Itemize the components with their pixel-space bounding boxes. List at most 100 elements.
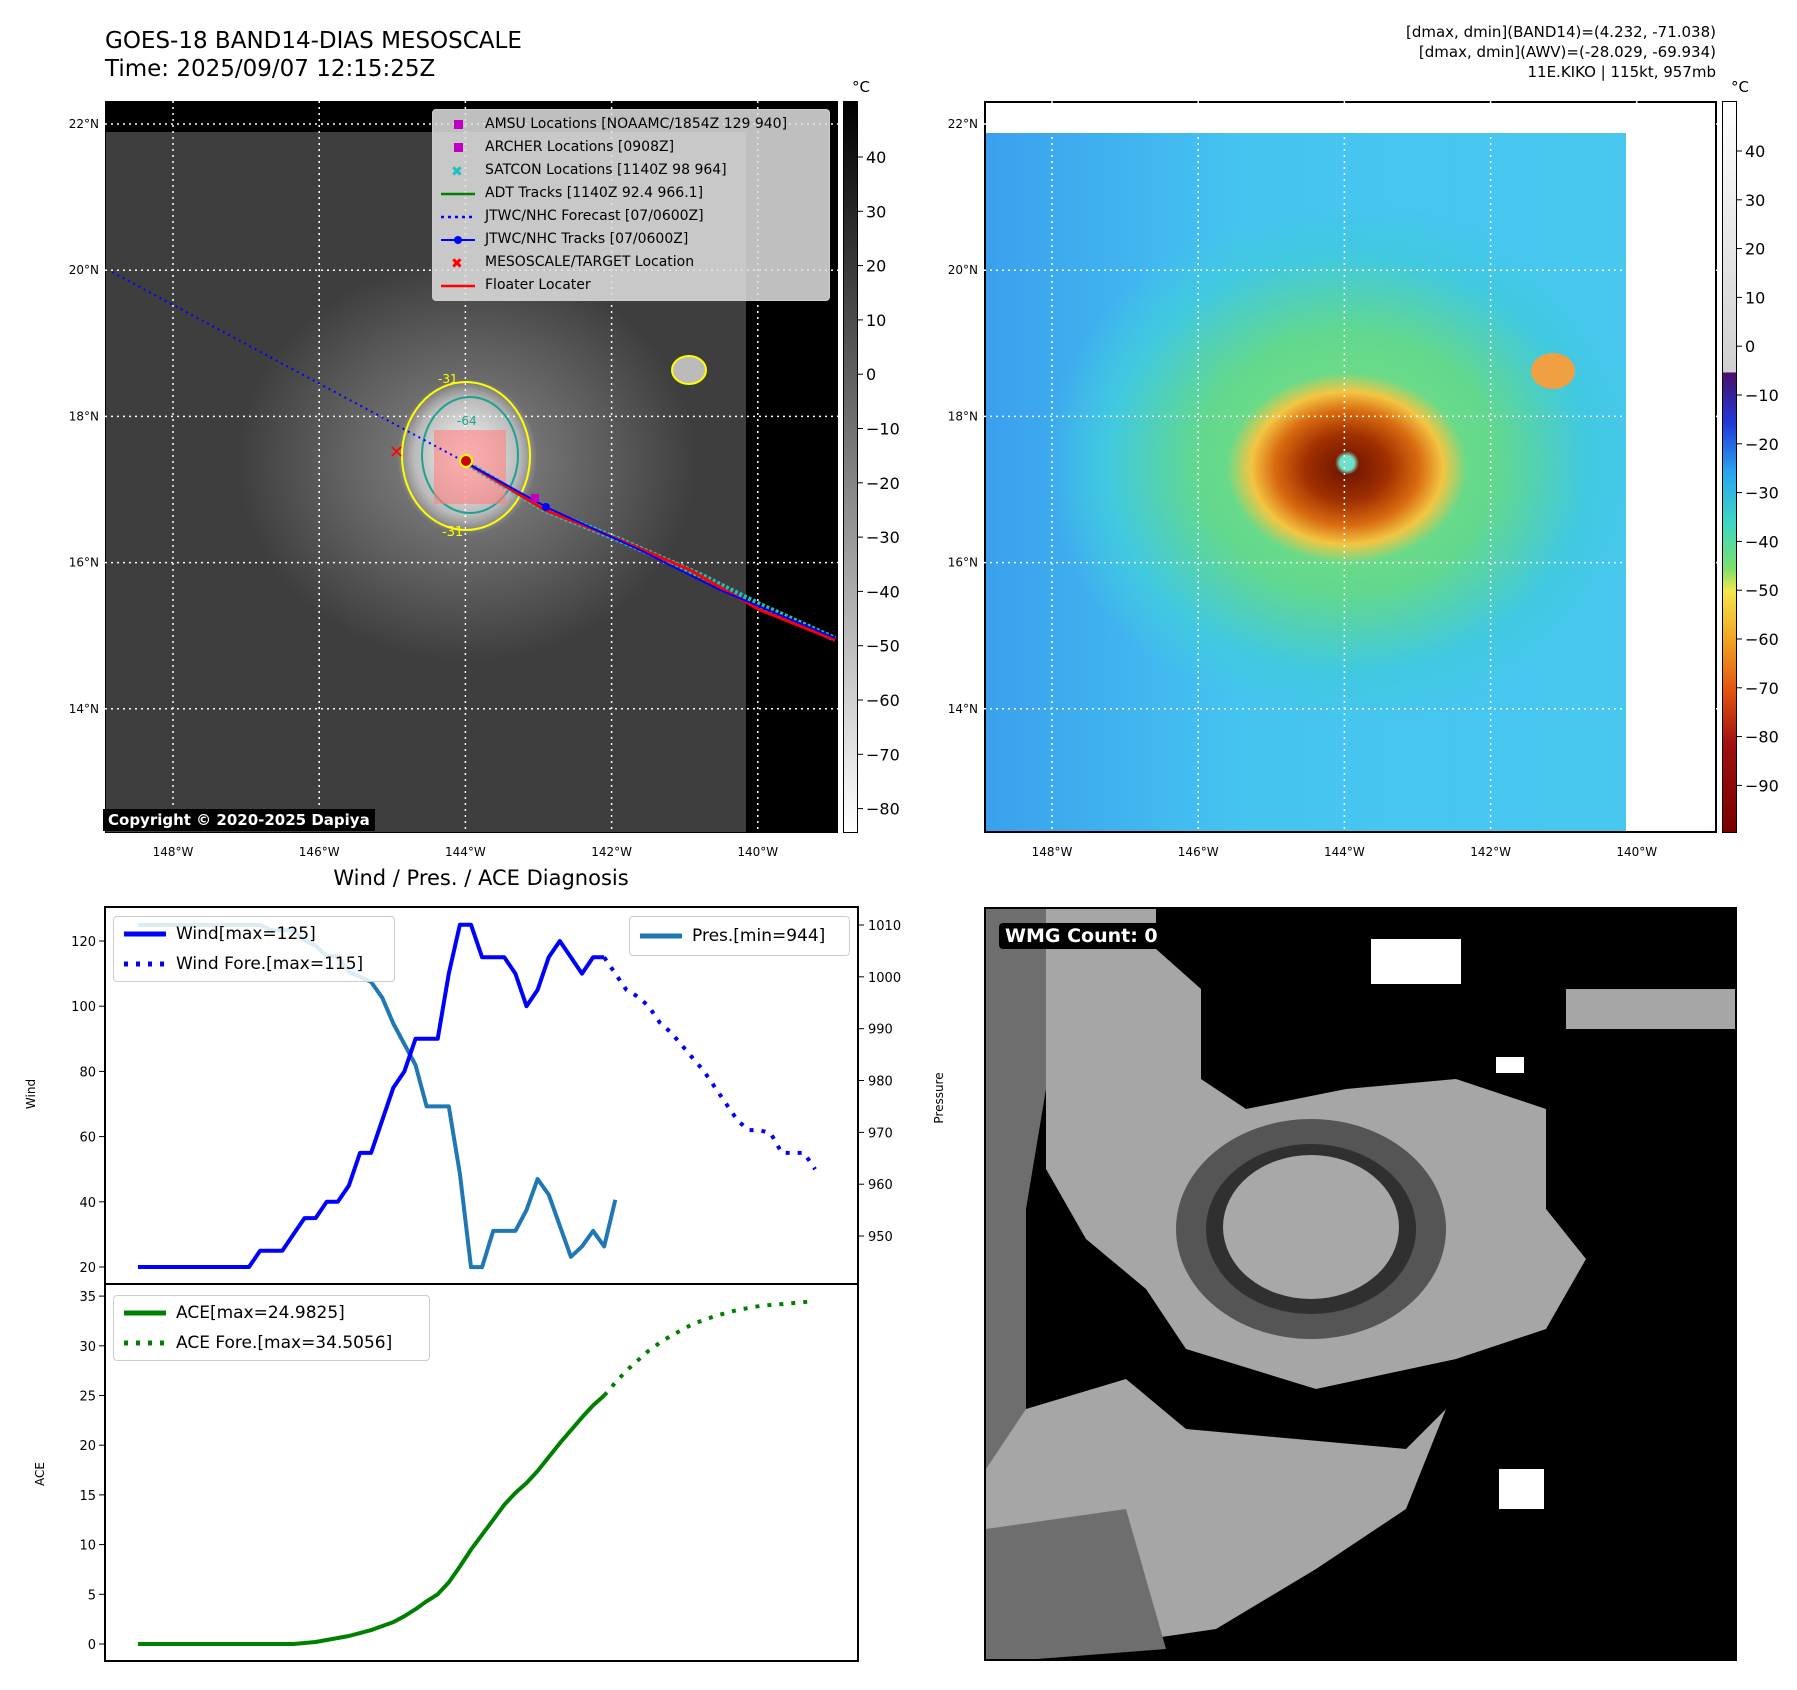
- ace-tick-label: 15: [79, 1489, 96, 1504]
- wmg-eye: [1223, 1155, 1399, 1299]
- wmg-white-patch: [1499, 1469, 1544, 1509]
- map-legend-label: JTWC/NHC Tracks [07/0600Z]: [485, 231, 689, 247]
- ace-forecast-series: [602, 1299, 816, 1397]
- colorbar1-tick-label: −50: [866, 637, 900, 656]
- lat-tick-label: 20°N: [69, 263, 99, 277]
- pressure-tick-label: 970: [868, 1126, 893, 1141]
- colorbar1-tick-label: −40: [866, 582, 900, 601]
- product-title: GOES-18 BAND14-DIAS MESOSCALE: [105, 28, 522, 54]
- colorbar1-tick-label: 10: [866, 311, 886, 330]
- contour-cell: [671, 355, 707, 385]
- target-location-marker: ✕: [389, 442, 404, 463]
- map-legend-label: SATCON Locations [1140Z 98 964]: [485, 162, 727, 178]
- colorbar2-tick-label: −50: [1745, 581, 1779, 600]
- wind-tick-label: 20: [79, 1261, 96, 1276]
- lat-tick-label: 20°N: [948, 263, 978, 277]
- legend-square-icon: [439, 113, 477, 136]
- chart-legend-label: ACE[max=24.9825]: [176, 1303, 345, 1323]
- colorbar2-tick-label: −10: [1745, 386, 1779, 405]
- awv-satellite-map[interactable]: [984, 101, 1717, 833]
- map-legend-item: Floater Locater: [433, 274, 829, 297]
- pressure-tick-label: 960: [868, 1178, 893, 1193]
- contour-label: -31: [438, 372, 458, 386]
- colorbar1-tick-label: 20: [866, 257, 886, 276]
- wmg-panel[interactable]: WMG Count: 0: [984, 907, 1737, 1661]
- legend-x-icon: ✖: [439, 251, 477, 274]
- legend-dotted-line-icon: [120, 949, 170, 979]
- legend-line-icon: [439, 274, 477, 297]
- timestamp: Time: 2025/09/07 12:15:25Z: [105, 56, 436, 82]
- contour-inner: [421, 396, 519, 514]
- ace-tick-label: 10: [79, 1539, 96, 1554]
- lat-tick-label: 18°N: [948, 409, 978, 423]
- chart-legend-label: Wind[max=125]: [176, 924, 316, 944]
- wind-forecast-series: [602, 956, 817, 1171]
- lon-tick-label: 140°W: [1616, 845, 1657, 859]
- lon-tick-label: 146°W: [299, 845, 340, 859]
- diagnosis-title: Wind / Pres. / ACE Diagnosis: [333, 866, 629, 890]
- ace-tick-label: 20: [79, 1439, 96, 1454]
- lon-tick-label: 144°W: [445, 845, 486, 859]
- map-legend-item: JTWC/NHC Tracks [07/0600Z]: [433, 228, 829, 251]
- colorbar2-tick-label: 20: [1745, 240, 1765, 259]
- pressure-axis-label: Pressure: [932, 1072, 946, 1123]
- colorbar2-tick-label: 0: [1745, 337, 1755, 356]
- colorbar2-tick-label: 30: [1745, 191, 1765, 210]
- wind-tick-label: 100: [71, 1000, 96, 1015]
- chart-legend-item: ACE Fore.[max=34.5056]: [114, 1328, 429, 1358]
- storm-info: 11E.KIKO | 115kt, 957mb: [1527, 63, 1716, 81]
- chart-legend-item: ACE[max=24.9825]: [114, 1298, 429, 1328]
- colorbar2-tick-label: −80: [1745, 728, 1779, 747]
- contour-label: -31: [442, 525, 463, 540]
- lat-tick-label: 16°N: [69, 556, 99, 570]
- copyright-label: Copyright © 2020-2025 Dapiya: [103, 809, 375, 831]
- legend-line-icon: [439, 182, 477, 205]
- lon-tick-label: 142°W: [1470, 845, 1511, 859]
- awv-colorbar: [1722, 101, 1737, 833]
- ir-colorbar: [843, 101, 858, 833]
- legend-dotted-line-icon: [120, 1328, 170, 1358]
- awv-cold-cell: [1531, 353, 1575, 389]
- ace-tick-label: 0: [88, 1638, 96, 1653]
- lon-tick-label: 146°W: [1178, 845, 1219, 859]
- legend-solid-line-icon: [120, 1298, 170, 1328]
- chart-legend-label: Pres.[min=944]: [692, 926, 826, 946]
- lon-tick-label: 148°W: [1032, 845, 1073, 859]
- awv-imagery: [986, 133, 1626, 831]
- legend-square-icon: [439, 136, 477, 159]
- colorbar2-tick-label: 40: [1745, 142, 1765, 161]
- colorbar2-tick-label: −30: [1745, 484, 1779, 503]
- wmg-white-patch: [1371, 939, 1461, 984]
- colorbar1-tick-label: 0: [866, 365, 876, 384]
- jtwc-track-point: [542, 503, 550, 511]
- wmg-region-ne: [1566, 989, 1735, 1029]
- wmg-region-dark: [986, 909, 1046, 1509]
- colorbar2-tick-label: −40: [1745, 532, 1779, 551]
- colorbar1-tick-label: −20: [866, 474, 900, 493]
- contour-outer: [401, 381, 531, 531]
- legend-solid-line-icon: [636, 921, 686, 951]
- lat-tick-label: 22°N: [69, 117, 99, 131]
- pressure-tick-label: 1000: [868, 971, 901, 986]
- wmg-white-patch: [1496, 1057, 1524, 1073]
- legend-solid-line-icon: [120, 919, 170, 949]
- chart-legend-item: Pres.[min=944]: [630, 921, 849, 951]
- archer-location-marker: [531, 494, 539, 502]
- lon-tick-label: 142°W: [591, 845, 632, 859]
- svg-text:✖: ✖: [451, 256, 463, 272]
- wind-tick-label: 40: [79, 1196, 96, 1211]
- map-legend-item: ✖ MESOSCALE/TARGET Location: [433, 251, 829, 274]
- colorbar1-tick-label: −30: [866, 528, 900, 547]
- pressure-legend: Pres.[min=944]: [629, 916, 850, 956]
- colorbar1-tick-label: −70: [866, 745, 900, 764]
- map-legend-label: MESOSCALE/TARGET Location: [485, 254, 695, 270]
- colorbar2-tick-label: −90: [1745, 776, 1779, 795]
- wind-legend: Wind[max=125] Wind Fore.[max=115]: [113, 916, 395, 982]
- lat-tick-label: 22°N: [948, 117, 978, 131]
- colorbar1-tick-label: 40: [866, 148, 886, 167]
- svg-text:✖: ✖: [451, 164, 463, 180]
- storm-center: [459, 454, 473, 468]
- map-legend-item: ARCHER Locations [0908Z]: [433, 136, 829, 159]
- colorbar1-unit: °C: [852, 78, 870, 96]
